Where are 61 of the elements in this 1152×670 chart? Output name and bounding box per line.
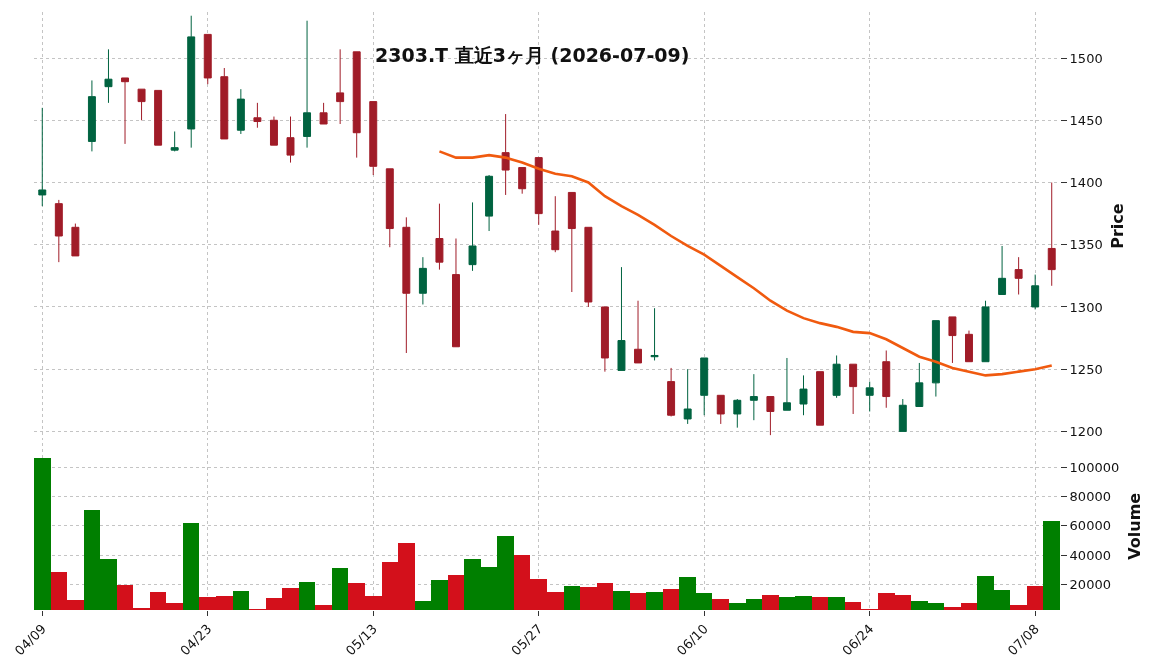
candlestick (286, 116, 295, 164)
candlestick (816, 371, 825, 426)
candlestick (220, 67, 229, 140)
candlestick (154, 89, 163, 146)
candlestick (865, 381, 874, 412)
candlestick (898, 398, 907, 432)
candlestick (998, 245, 1007, 295)
candlestick (87, 79, 96, 152)
candlestick (849, 363, 858, 415)
y-tick-label: 1200 (1069, 423, 1103, 439)
y-tick-label: 1250 (1069, 361, 1103, 377)
candlestick (617, 266, 626, 371)
y-tick-label: 40000 (1069, 547, 1111, 563)
y-tick-label: 1300 (1069, 299, 1103, 315)
candlestick (1014, 256, 1023, 295)
candlestick (683, 368, 692, 425)
candlestick (733, 398, 742, 429)
candlestick (981, 300, 990, 363)
candlestick (402, 216, 411, 354)
y-tick-label: 80000 (1069, 489, 1111, 505)
candlestick (54, 199, 63, 263)
candlestick (650, 307, 659, 361)
candlestick (749, 373, 758, 421)
candlestick (948, 316, 957, 364)
candlestick (1031, 274, 1040, 310)
candlestick (832, 354, 841, 399)
candlestick (931, 320, 940, 398)
candlestick (766, 396, 775, 436)
candlestick (882, 350, 891, 409)
candlestick (203, 33, 212, 85)
candlestick (418, 256, 427, 305)
candlestick (236, 88, 245, 135)
candlestick (584, 226, 593, 308)
candlestick (369, 101, 378, 176)
candlestick (915, 362, 924, 408)
candlestick (700, 357, 709, 416)
candlestick (667, 367, 676, 417)
y-tick-label: 20000 (1069, 576, 1111, 592)
candlestick (716, 394, 725, 425)
candlestick (782, 357, 791, 411)
candlestick (319, 102, 328, 125)
y-tick-label: 100000 (1069, 459, 1120, 475)
candlestick (303, 20, 312, 149)
y-axis-title: Volume (1124, 492, 1144, 560)
candlestick (104, 48, 113, 104)
candlestick (121, 77, 129, 145)
candlestick (269, 116, 278, 146)
candlestick (634, 300, 642, 364)
candlestick (352, 51, 361, 159)
candlestick (38, 107, 47, 207)
candlestick (452, 238, 460, 348)
candlestick (336, 48, 345, 125)
candlestick (170, 130, 179, 151)
candlestick (965, 330, 973, 363)
candlestick (600, 306, 609, 373)
candlestick (253, 102, 262, 129)
candlestick (187, 15, 196, 149)
y-tick-label: 60000 (1069, 518, 1111, 534)
candlestick (799, 374, 808, 416)
candlestick (137, 88, 146, 121)
candlestick (71, 223, 80, 257)
